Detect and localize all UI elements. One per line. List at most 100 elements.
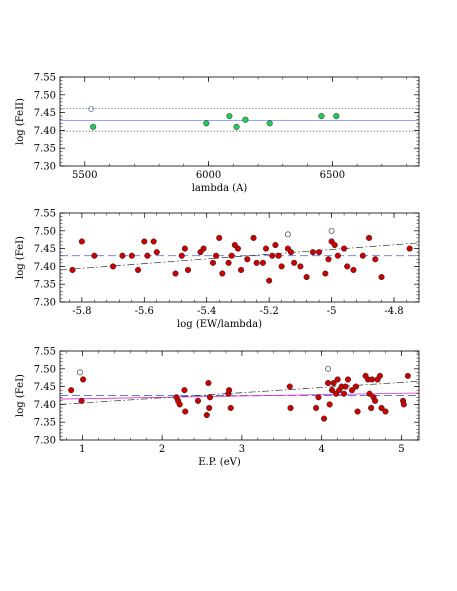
- data-point: [321, 415, 328, 422]
- data-point: [334, 252, 341, 259]
- data-point: [69, 266, 76, 274]
- y-tick-label: 7.50: [34, 90, 56, 101]
- data-point: [78, 397, 85, 404]
- data-point: [352, 383, 360, 390]
- fit-line: [60, 242, 419, 271]
- y-tick-label: 7.35: [34, 144, 56, 155]
- data-point: [172, 270, 179, 277]
- data-point: [253, 259, 260, 266]
- data-point: [326, 401, 333, 408]
- y-tick-label: 7.40: [34, 262, 56, 273]
- y-axis-label: log (FeI): [15, 236, 26, 279]
- y-tick-label: 7.50: [34, 226, 56, 237]
- data-point: [309, 249, 316, 256]
- data-point: [194, 397, 202, 404]
- data-point: [287, 249, 295, 256]
- data-point: [404, 372, 411, 379]
- x-tick-label: 1: [79, 444, 85, 455]
- data-point: [134, 266, 142, 274]
- data-point: [259, 259, 266, 266]
- data-point: [78, 238, 85, 245]
- data-point: [287, 404, 294, 412]
- data-point: [325, 256, 332, 263]
- y-tick-label: 7.45: [34, 108, 56, 119]
- y-tick-label: 7.45: [34, 382, 56, 393]
- data-point: [325, 379, 332, 387]
- outlier-point: [88, 106, 95, 112]
- data-point: [227, 404, 234, 412]
- data-point: [80, 376, 87, 383]
- data-point: [334, 376, 341, 383]
- y-tick-label: 7.30: [34, 162, 56, 173]
- panel-fei-vs-ep: 7.30 7.35 7.40 7.45 7.50 7.55 1 2 3 4 5 E.P. (eV) lo…: [15, 347, 420, 468]
- data-point: [219, 270, 226, 277]
- data-point: [328, 387, 336, 394]
- x-tick-label: 2: [159, 444, 165, 455]
- panel-fei-vs-ew: 7.30 7.35 7.40 7.45 7.50 7.55 -5.8 -5.6 -5.4 -5.2…: [15, 209, 420, 330]
- data-point: [322, 270, 329, 277]
- y-tick-label: 7.45: [34, 244, 56, 255]
- data-point: [368, 376, 375, 383]
- data-point: [203, 412, 210, 419]
- data-point: [354, 408, 361, 415]
- data-point: [150, 238, 157, 245]
- y-tick-label: 7.35: [34, 280, 56, 291]
- data-point: [226, 113, 233, 120]
- data-point: [141, 238, 148, 245]
- data-point: [342, 383, 349, 390]
- data-point: [344, 263, 351, 270]
- data-point: [378, 274, 385, 281]
- data-point: [266, 277, 273, 284]
- x-tick-label: -5.2: [260, 306, 279, 317]
- data-point: [313, 404, 320, 412]
- y-tick-label: 7.55: [34, 347, 56, 358]
- data-point: [203, 120, 210, 127]
- data-point: [330, 379, 337, 387]
- x-axis-label: log (EW/lambda): [177, 319, 262, 330]
- plot-area: [60, 227, 419, 284]
- data-point: [333, 113, 340, 120]
- data-point: [286, 383, 293, 390]
- x-tick-label: -4.8: [384, 306, 403, 317]
- x-tick-label: -5.6: [135, 306, 154, 317]
- data-point: [266, 120, 273, 127]
- y-tick-label: 7.40: [34, 126, 56, 137]
- data-point: [297, 263, 304, 270]
- data-point: [372, 397, 379, 404]
- data-point: [68, 387, 75, 394]
- data-point: [200, 245, 207, 252]
- data-point: [206, 404, 213, 412]
- data-point: [182, 408, 189, 415]
- panel-feii-vs-lambda: 7.30 7.35 7.40 7.45 7.50 7.55 5500 6000 6500 lamb…: [15, 73, 420, 194]
- data-point: [90, 123, 97, 130]
- data-point: [181, 245, 188, 252]
- data-point: [225, 259, 232, 266]
- data-point: [278, 263, 285, 270]
- outlier-point: [284, 231, 291, 238]
- data-point: [341, 245, 348, 252]
- x-tick-label: 6500: [320, 170, 345, 181]
- data-point: [238, 266, 245, 274]
- data-point: [216, 234, 223, 241]
- data-point: [233, 123, 240, 130]
- y-tick-label: 7.30: [34, 436, 56, 447]
- trend-line-magenta: [60, 392, 419, 400]
- data-point: [228, 252, 235, 259]
- data-point: [344, 376, 352, 383]
- data-point: [340, 390, 348, 397]
- x-tick-label: 4: [318, 444, 324, 455]
- x-tick-label: 5: [398, 444, 404, 455]
- data-point: [359, 252, 366, 259]
- data-point: [400, 401, 407, 408]
- plot-area: [60, 365, 419, 422]
- x-tick-label: 6000: [196, 170, 221, 181]
- plot-frame: [59, 76, 420, 167]
- y-tick-label: 7.30: [34, 298, 56, 309]
- data-point: [242, 116, 249, 123]
- data-point: [110, 263, 117, 270]
- data-point: [209, 259, 217, 266]
- x-axis-label: E.P. (eV): [198, 457, 241, 468]
- x-tick-label: -5.4: [197, 306, 216, 317]
- data-point: [226, 387, 233, 394]
- y-tick-label: 7.40: [34, 400, 56, 411]
